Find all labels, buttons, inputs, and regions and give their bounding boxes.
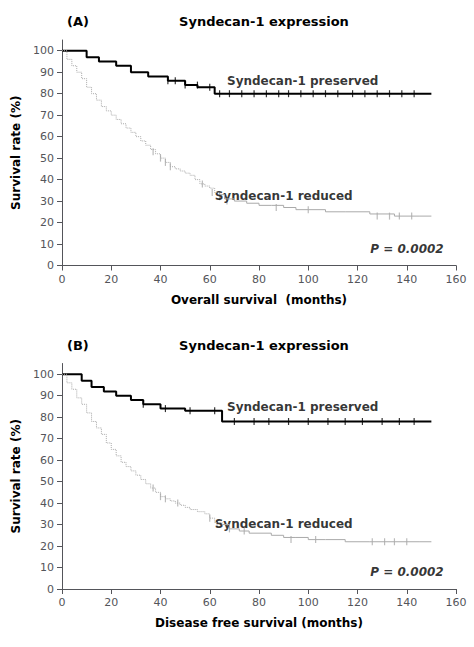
svg-text:120: 120 [347,273,368,286]
svg-text:40: 40 [154,596,168,609]
svg-text:40: 40 [40,497,54,510]
svg-text:80: 80 [40,411,54,424]
svg-text:140: 140 [396,273,417,286]
svg-text:120: 120 [347,596,368,609]
svg-text:Survival rate (%): Survival rate (%) [9,419,23,533]
svg-text:0: 0 [59,273,66,286]
svg-text:160: 160 [446,273,467,286]
svg-text:60: 60 [203,273,217,286]
svg-text:P = 0.0002: P = 0.0002 [370,242,444,256]
svg-text:70: 70 [40,432,54,445]
svg-text:30: 30 [40,195,54,208]
svg-text:0: 0 [47,259,54,272]
svg-text:50: 50 [40,475,54,488]
svg-text:10: 10 [40,561,54,574]
svg-text:160: 160 [446,596,467,609]
svg-text:40: 40 [154,273,168,286]
svg-text:Survival rate (%): Survival rate (%) [9,96,23,210]
svg-text:60: 60 [40,130,54,143]
svg-text:100: 100 [33,44,54,57]
svg-text:60: 60 [203,596,217,609]
svg-text:80: 80 [252,596,266,609]
svg-text:P = 0.0002: P = 0.0002 [370,565,444,579]
svg-text:Syndecan-1 expression: Syndecan-1 expression [179,338,349,353]
svg-text:20: 20 [40,216,54,229]
svg-text:20: 20 [40,540,54,553]
svg-text:90: 90 [40,66,54,79]
svg-text:30: 30 [40,518,54,531]
svg-text:70: 70 [40,109,54,122]
svg-text:90: 90 [40,389,54,402]
svg-text:140: 140 [396,596,417,609]
svg-text:Disease free survival (months): Disease free survival (months) [155,616,363,630]
svg-text:60: 60 [40,454,54,467]
svg-text:Syndecan-1 expression: Syndecan-1 expression [179,14,349,29]
svg-text:20: 20 [104,596,118,609]
svg-text:(B): (B) [67,338,89,353]
svg-text:100: 100 [33,368,54,381]
svg-text:Syndecan-1 preserved: Syndecan-1 preserved [227,400,378,414]
svg-text:Syndecan-1 reduced: Syndecan-1 reduced [214,517,353,532]
svg-text:20: 20 [104,273,118,286]
svg-text:50: 50 [40,152,54,165]
svg-text:100: 100 [298,273,319,286]
svg-text:40: 40 [40,173,54,186]
svg-text:10: 10 [40,238,54,251]
svg-text:Overall survival (months): Overall survival (months) [171,293,347,307]
svg-text:(A): (A) [67,14,89,29]
svg-text:100: 100 [298,596,319,609]
svg-text:Syndecan-1 reduced: Syndecan-1 reduced [214,189,353,204]
svg-text:80: 80 [252,273,266,286]
svg-text:0: 0 [47,583,54,596]
svg-text:80: 80 [40,87,54,100]
svg-text:0: 0 [59,596,66,609]
svg-text:Syndecan-1 preserved: Syndecan-1 preserved [227,74,378,88]
